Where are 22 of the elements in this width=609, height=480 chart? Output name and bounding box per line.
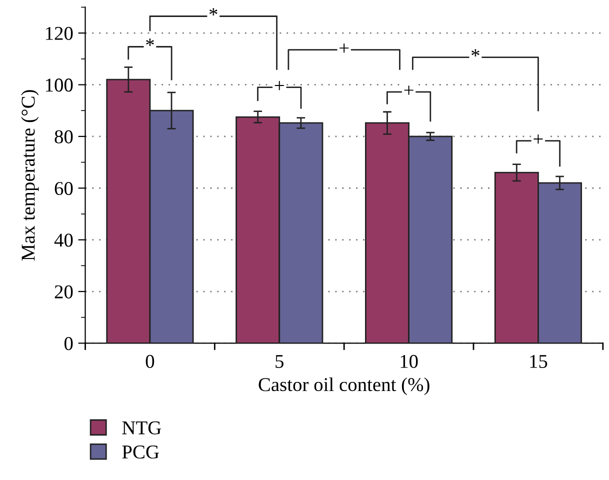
y-tick-label: 0: [64, 337, 73, 350]
y-tick-label: 20: [54, 285, 73, 298]
y-tick-label: 80: [54, 130, 73, 144]
y-tick-label: 40: [54, 234, 73, 247]
y-axis-title: Max temperature (°C): [21, 90, 39, 261]
annotation: +: [274, 81, 284, 90]
annotation: *: [146, 38, 154, 46]
x-tick-label: 5: [276, 355, 284, 368]
annotation: +: [404, 86, 414, 95]
annotation: *: [209, 8, 218, 16]
annotation: *: [472, 49, 480, 56]
legend-label: NTG: [122, 421, 162, 434]
x-axis-title: Castor oil content (%): [258, 378, 430, 396]
x-tick-label: 0: [146, 354, 154, 368]
legend-label: PCG: [122, 445, 159, 459]
x-tick-label: 10: [400, 354, 418, 368]
annotation: +: [340, 44, 349, 53]
y-tick-label: 100: [46, 78, 73, 92]
y-tick-label: 120: [46, 26, 73, 40]
x-tick-label: 15: [530, 354, 548, 368]
annotation: +: [534, 134, 543, 144]
y-tick-label: 60: [54, 182, 73, 196]
